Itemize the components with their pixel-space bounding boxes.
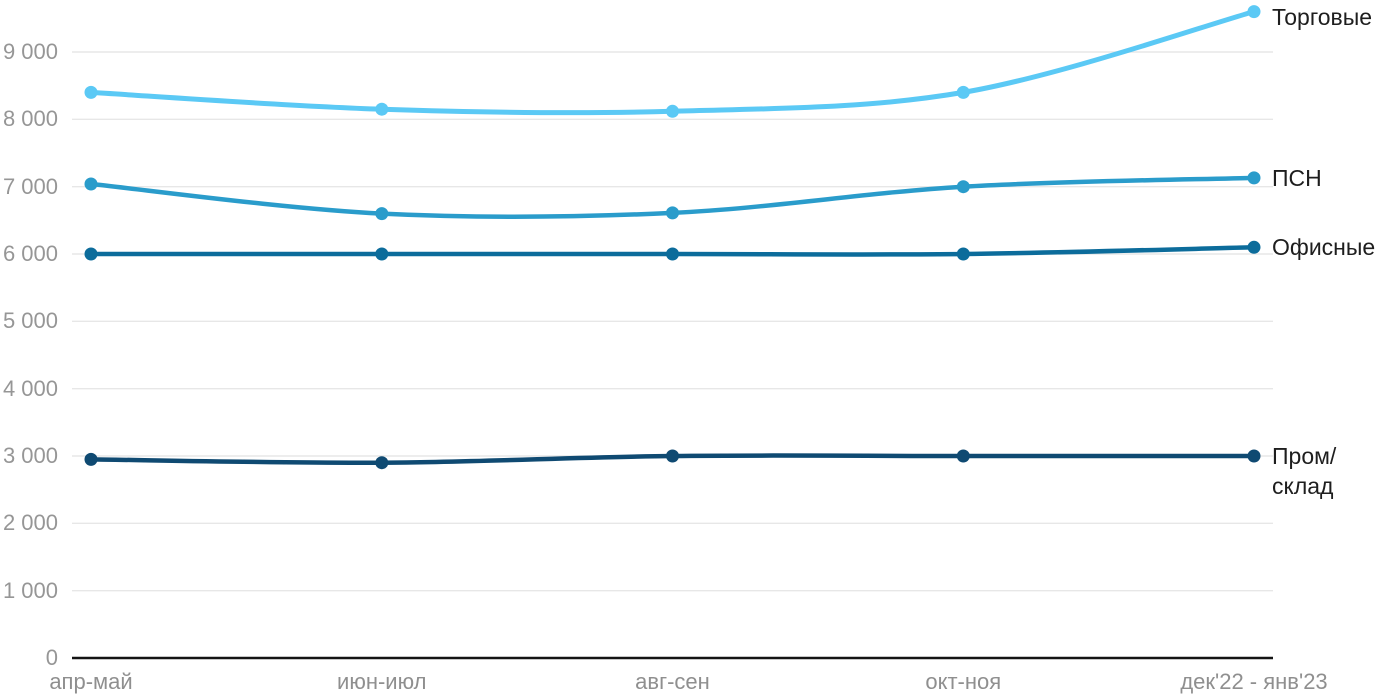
series-point — [956, 449, 970, 463]
series-end-label-line: склад — [1272, 473, 1334, 499]
x-axis-tick-label: окт-ноя — [925, 669, 1002, 694]
series-point — [666, 449, 679, 463]
y-axis-tick-label: 8 000 — [2, 106, 58, 132]
series-point — [1247, 240, 1261, 254]
y-axis-tick-label: 6 000 — [2, 241, 58, 266]
series-point — [956, 247, 970, 261]
x-axis-tick-label: авг-сен — [635, 669, 710, 694]
series-point — [84, 247, 98, 261]
series-point — [956, 180, 970, 194]
series-end-label-line: Офисные — [1272, 234, 1376, 261]
y-axis-tick-label: 5 000 — [2, 308, 58, 334]
series-line-0 — [88, 9, 1257, 116]
x-axis-tick-label: апр-май — [49, 669, 133, 694]
series-end-label-2: Офисные — [1272, 232, 1375, 262]
series-point — [84, 452, 98, 466]
series-point — [375, 102, 389, 116]
series-end-label-0: Торговые — [1272, 2, 1372, 32]
series-point — [375, 207, 389, 221]
y-axis-tick-label: 3 000 — [2, 443, 58, 468]
series-point — [375, 247, 389, 261]
series-point — [84, 85, 98, 99]
y-axis-tick-label: 7 000 — [2, 173, 58, 199]
series-end-label-3: Пром/склад — [1272, 441, 1336, 501]
x-axis-tick-label: дек'22 - янв'23 — [1180, 669, 1328, 694]
series-point — [375, 456, 389, 470]
series-end-label-1: ПСН — [1272, 163, 1322, 193]
y-axis-tick-label: 1 000 — [2, 577, 58, 603]
series-point — [84, 177, 98, 191]
series-end-label-line: ПСН — [1272, 164, 1322, 191]
x-axis-tick-label: июн-июл — [337, 669, 427, 694]
series-point — [1247, 5, 1261, 19]
series-point — [666, 206, 679, 220]
series-point — [1247, 171, 1261, 185]
series-point — [666, 247, 679, 261]
y-axis-tick-label: 0 — [45, 645, 58, 670]
y-axis-tick-label: 2 000 — [2, 510, 58, 536]
series-end-label-line: Пром/ — [1272, 443, 1337, 469]
series-end-label-line: Торговые — [1272, 4, 1373, 30]
series-point — [1247, 449, 1261, 463]
series-point — [666, 104, 679, 118]
y-axis-tick-label: 9 000 — [2, 39, 58, 64]
series-point — [956, 85, 970, 99]
y-axis-tick-label: 4 000 — [2, 375, 58, 401]
